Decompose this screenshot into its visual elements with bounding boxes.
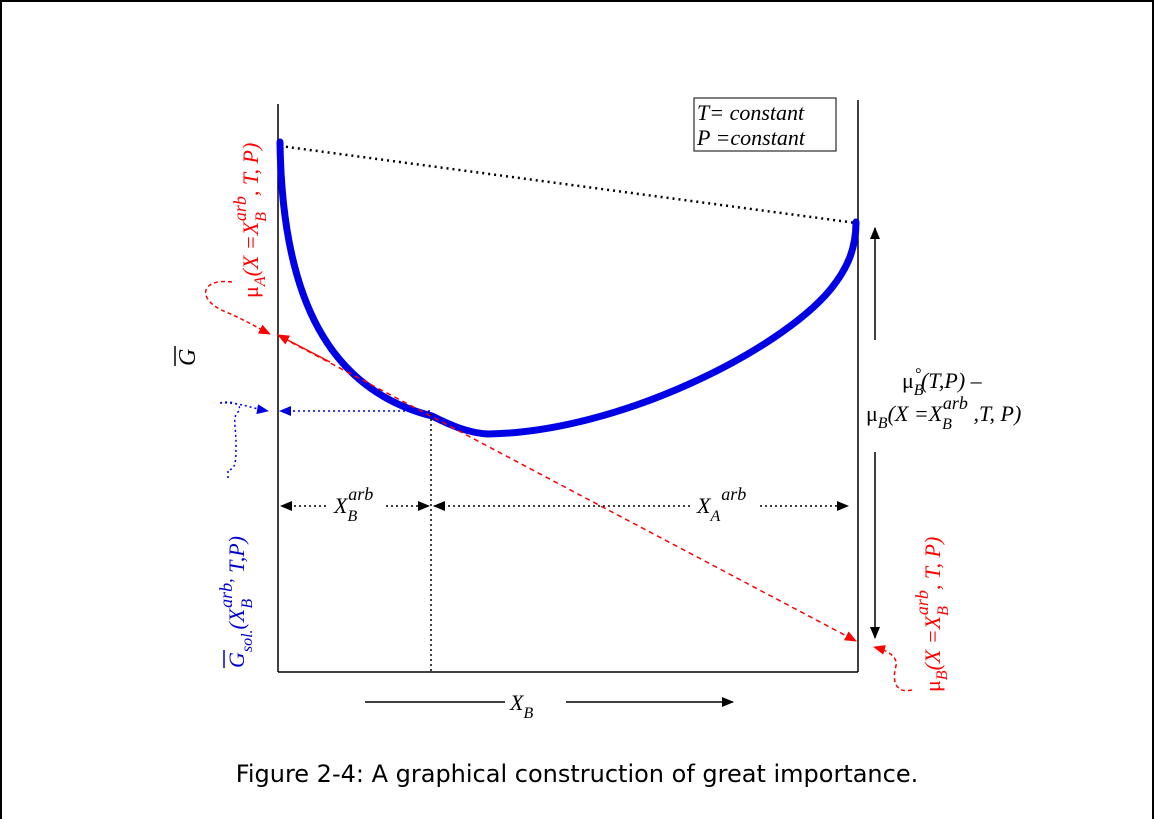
mu-a-label: μA(X =XBarb, T, P) xyxy=(230,143,270,298)
pure-component-chord xyxy=(279,144,857,225)
figure-caption: Figure 2-4: A graphical construction of … xyxy=(235,760,919,788)
tangent-line xyxy=(282,337,857,642)
free-energy-curve xyxy=(276,138,860,438)
y-axis-label: G xyxy=(174,346,201,366)
mu-b-label-text: μB(X =XBarb, T, P) xyxy=(912,537,952,692)
xa-arb-label: XAarb xyxy=(696,484,746,525)
difference-label-line1: μB°(T,P) – xyxy=(902,366,983,399)
difference-label-line2: μB(X =XBarb ,T, P) xyxy=(866,393,1021,433)
y-axis-label-text: G xyxy=(175,349,201,366)
gsol-label: Gsol.(XBarb, T,P) xyxy=(216,536,256,668)
temperature-constant-label: T= constant xyxy=(697,100,805,125)
mu-a-label-text: μA(X =XBarb, T, P) xyxy=(230,143,270,298)
mu-b-label: μB(X =XBarb, T, P) xyxy=(912,537,952,692)
conditions-box xyxy=(693,97,837,152)
tangent-line-start-arrow xyxy=(277,334,331,363)
x-axis-label: XB xyxy=(509,690,533,722)
gsol-label-text: Gsol.(XBarb, T,P) xyxy=(216,536,256,668)
mu-b-pointer xyxy=(873,645,913,692)
xb-arb-label: XBarb xyxy=(333,484,373,525)
pressure-constant-label: P =constant xyxy=(696,125,806,150)
gsol-bracket-pointer xyxy=(219,402,268,478)
